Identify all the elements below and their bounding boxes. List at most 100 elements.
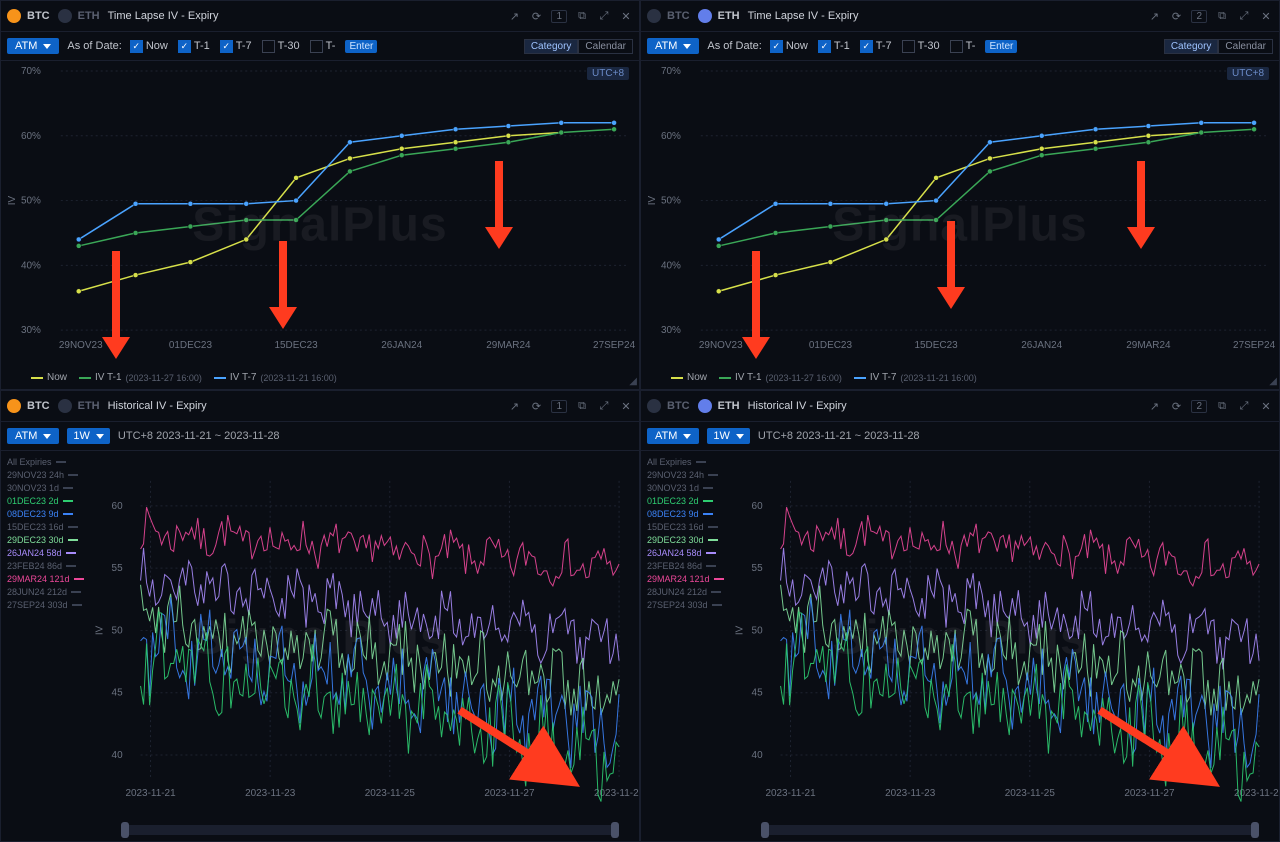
ticker-eth[interactable]: ETH — [78, 400, 100, 412]
expiry-legend-item[interactable]: All Expiries — [7, 457, 84, 467]
legend-item[interactable]: Now — [31, 372, 67, 383]
tb-icon[interactable]: ⧉ — [575, 9, 589, 23]
expiry-legend: All Expiries 29NOV23 24h 30NOV23 1d 01DEC23… — [647, 457, 724, 610]
expiry-legend-item[interactable]: 01DEC23 2d — [647, 496, 724, 506]
expiry-legend-item[interactable]: 27SEP24 303d — [647, 600, 724, 610]
atm-dropdown[interactable]: ATM — [647, 38, 699, 54]
eth-coin-icon[interactable] — [58, 399, 72, 413]
seg-category[interactable]: Category — [524, 39, 579, 54]
check-t-1[interactable]: T-1 — [818, 40, 850, 53]
btc-coin-icon[interactable] — [647, 399, 661, 413]
atm-dropdown[interactable]: ATM — [7, 428, 59, 444]
expiry-legend-item[interactable]: 28JUN24 212d — [7, 587, 84, 597]
check-now[interactable]: Now — [130, 40, 168, 53]
ticker-btc[interactable]: BTC — [27, 10, 50, 22]
check-t-1[interactable]: T-1 — [178, 40, 210, 53]
ticker-btc[interactable]: BTC — [667, 10, 690, 22]
btc-coin-icon[interactable] — [7, 399, 21, 413]
tb-icon[interactable]: ✕ — [1259, 399, 1273, 413]
slider-thumb-right[interactable] — [611, 822, 619, 838]
expiry-legend-item[interactable]: 15DEC23 16d — [7, 522, 84, 532]
slider-thumb-left[interactable] — [761, 822, 769, 838]
ticker-btc[interactable]: BTC — [667, 400, 690, 412]
expiry-legend-item[interactable]: 26JAN24 58d — [7, 548, 84, 558]
expiry-legend-item[interactable]: 08DEC23 9d — [647, 509, 724, 519]
tb-icon[interactable]: ⤢ — [597, 399, 611, 413]
tb-icon[interactable]: ⧉ — [1215, 399, 1229, 413]
expiry-legend-item[interactable]: 01DEC23 2d — [7, 496, 84, 506]
btc-coin-icon[interactable] — [7, 9, 21, 23]
expiry-legend-item[interactable]: 28JUN24 212d — [647, 587, 724, 597]
slider-thumb-left[interactable] — [121, 822, 129, 838]
tb-icon[interactable]: ✕ — [1259, 9, 1273, 23]
slider-thumb-right[interactable] — [1251, 822, 1259, 838]
check-now[interactable]: Now — [770, 40, 808, 53]
legend-item[interactable]: IV T-1(2023-11-27 16:00) — [79, 372, 202, 383]
expiry-legend-item[interactable]: 23FEB24 86d — [7, 561, 84, 571]
expiry-legend-item[interactable]: 15DEC23 16d — [647, 522, 724, 532]
tb-icon[interactable]: ✕ — [619, 9, 633, 23]
expiry-legend-item[interactable]: All Expiries — [647, 457, 724, 467]
period-dropdown[interactable]: 1W — [707, 428, 750, 444]
tb-icon[interactable]: ⟳ — [1169, 399, 1183, 413]
ticker-eth[interactable]: ETH — [718, 10, 740, 22]
check-t-30[interactable]: T-30 — [262, 40, 300, 53]
time-slider[interactable] — [761, 825, 1259, 835]
check-t-[interactable]: T- — [950, 40, 976, 53]
resize-handle[interactable]: ◢ — [629, 376, 637, 387]
svg-text:29NOV23: 29NOV23 — [59, 340, 103, 351]
ticker-btc[interactable]: BTC — [27, 400, 50, 412]
expiry-legend-item[interactable]: 23FEB24 86d — [647, 561, 724, 571]
legend-item[interactable]: IV T-7(2023-11-21 16:00) — [854, 372, 977, 383]
check-t-[interactable]: T- — [310, 40, 336, 53]
eth-coin-icon[interactable] — [58, 9, 72, 23]
svg-text:01DEC23: 01DEC23 — [169, 340, 213, 351]
expiry-legend-item[interactable]: 27SEP24 303d — [7, 600, 84, 610]
expiry-legend-item[interactable]: 29DEC23 30d — [647, 535, 724, 545]
tb-icon[interactable]: ↗ — [1147, 9, 1161, 23]
check-t-7[interactable]: T-7 — [220, 40, 252, 53]
expiry-legend-item[interactable]: 29NOV23 24h — [7, 470, 84, 480]
tb-icon[interactable]: ⤢ — [1237, 399, 1251, 413]
tb-icon[interactable]: ✕ — [619, 399, 633, 413]
expiry-legend-item[interactable]: 29MAR24 121d — [7, 574, 84, 584]
expiry-legend-item[interactable]: 30NOV23 1d — [7, 483, 84, 493]
legend-item[interactable]: Now — [671, 372, 707, 383]
expiry-legend-item[interactable]: 26JAN24 58d — [647, 548, 724, 558]
tb-icon[interactable]: ↗ — [507, 9, 521, 23]
tb-icon[interactable]: ↗ — [1147, 399, 1161, 413]
tb-icon[interactable]: ⟳ — [529, 9, 543, 23]
atm-dropdown[interactable]: ATM — [7, 38, 59, 54]
seg-calendar[interactable]: Calendar — [1218, 39, 1273, 54]
expiry-legend-item[interactable]: 08DEC23 9d — [7, 509, 84, 519]
expiry-legend-item[interactable]: 29DEC23 30d — [7, 535, 84, 545]
svg-text:2023-11-29: 2023-11-29 — [1234, 788, 1279, 799]
tb-icon[interactable]: ⤢ — [597, 9, 611, 23]
legend-item[interactable]: IV T-1(2023-11-27 16:00) — [719, 372, 842, 383]
tb-icon[interactable]: ⟳ — [1169, 9, 1183, 23]
check-t-30[interactable]: T-30 — [902, 40, 940, 53]
expiry-legend-item[interactable]: 30NOV23 1d — [647, 483, 724, 493]
tb-icon[interactable]: ⤢ — [1237, 9, 1251, 23]
check-t-7[interactable]: T-7 — [860, 40, 892, 53]
seg-calendar[interactable]: Calendar — [578, 39, 633, 54]
eth-coin-icon[interactable] — [698, 9, 712, 23]
tb-icon[interactable]: ↗ — [507, 399, 521, 413]
expiry-legend-item[interactable]: 29MAR24 121d — [647, 574, 724, 584]
btc-coin-icon[interactable] — [647, 9, 661, 23]
enter-input[interactable]: Enter — [345, 40, 377, 53]
ticker-eth[interactable]: ETH — [78, 10, 100, 22]
eth-coin-icon[interactable] — [698, 399, 712, 413]
expiry-legend-item[interactable]: 29NOV23 24h — [647, 470, 724, 480]
legend-item[interactable]: IV T-7(2023-11-21 16:00) — [214, 372, 337, 383]
period-dropdown[interactable]: 1W — [67, 428, 110, 444]
seg-category[interactable]: Category — [1164, 39, 1219, 54]
tb-icon[interactable]: ⟳ — [529, 399, 543, 413]
resize-handle[interactable]: ◢ — [1269, 376, 1277, 387]
atm-dropdown[interactable]: ATM — [647, 428, 699, 444]
tb-icon[interactable]: ⧉ — [1215, 9, 1229, 23]
time-slider[interactable] — [121, 825, 619, 835]
enter-input[interactable]: Enter — [985, 40, 1017, 53]
ticker-eth[interactable]: ETH — [718, 400, 740, 412]
tb-icon[interactable]: ⧉ — [575, 399, 589, 413]
